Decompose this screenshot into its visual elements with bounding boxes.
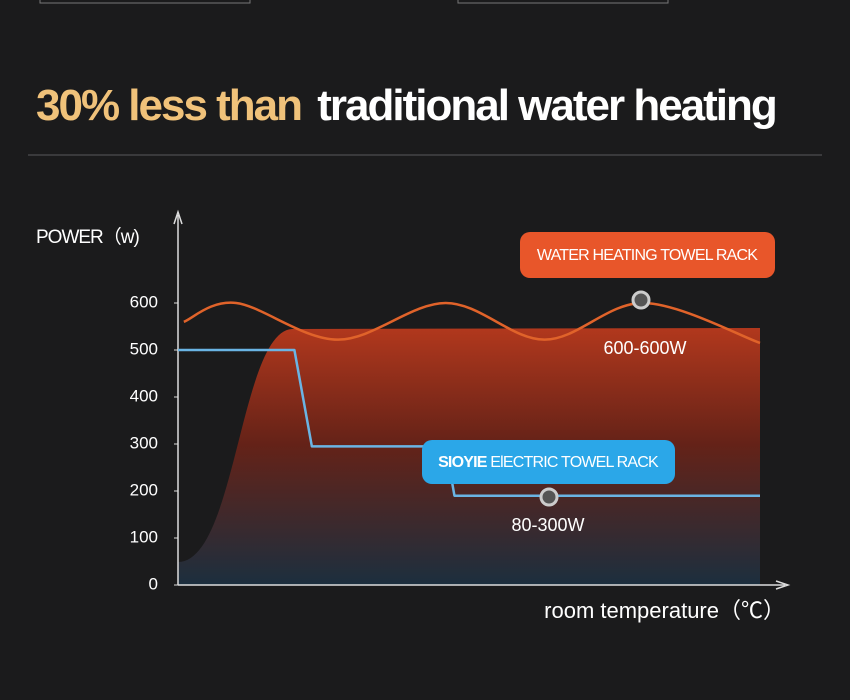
y-axis-label: POWER（w) — [36, 226, 140, 248]
x-axis-arrow — [775, 580, 791, 590]
callout-box — [422, 440, 675, 484]
range-label: 600-600W — [603, 338, 686, 358]
y-axis-arrow — [173, 209, 183, 225]
y-tick-label: 500 — [130, 339, 158, 358]
top-box — [39, 0, 251, 4]
y-tick-label: 600 — [130, 292, 158, 311]
y-tick-label: 400 — [130, 386, 158, 405]
callout-text: WATER HEATING TOWEL RACK — [537, 247, 758, 264]
y-tick-label: 200 — [130, 480, 158, 499]
y-tick-label: 300 — [130, 433, 158, 452]
x-axis-label: room temperature（℃） — [544, 598, 785, 623]
series-name: ElECTRIC TOWEL RACK — [490, 454, 659, 471]
top-box — [457, 0, 669, 4]
range-label: 80-300W — [511, 515, 584, 535]
series-line — [178, 348, 760, 497]
title-rest: traditional water heating — [317, 81, 776, 130]
marker — [631, 290, 651, 310]
chart-title: 30% less than traditional water heating — [36, 81, 776, 130]
callout-text: SIOYIE ElECTRIC TOWEL RACK — [438, 454, 659, 471]
marker — [539, 487, 559, 507]
callout-box — [520, 232, 775, 278]
y-tick-label: 0 — [149, 574, 158, 593]
brand: SIOYIE — [438, 454, 488, 471]
title-highlight: 30% less than — [36, 81, 301, 130]
y-tick-label: 100 — [130, 527, 158, 546]
